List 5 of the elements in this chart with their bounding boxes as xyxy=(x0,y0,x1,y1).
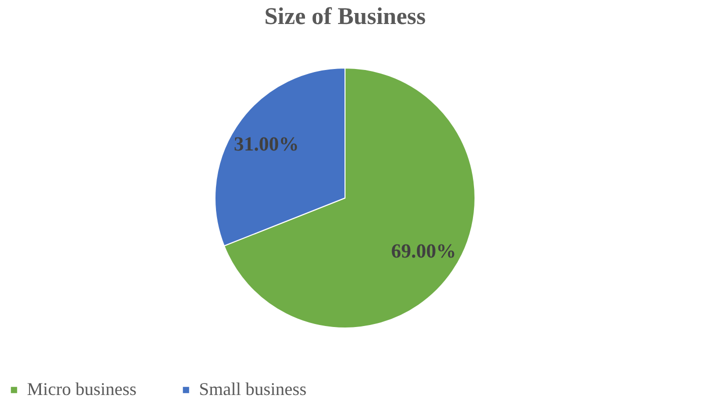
legend-label: Micro business xyxy=(27,379,136,399)
chart-title: Size of Business xyxy=(264,4,426,30)
data-label: 69.00% xyxy=(391,240,456,262)
data-label: 31.00% xyxy=(234,134,299,156)
legend-label: Small business xyxy=(199,379,307,399)
